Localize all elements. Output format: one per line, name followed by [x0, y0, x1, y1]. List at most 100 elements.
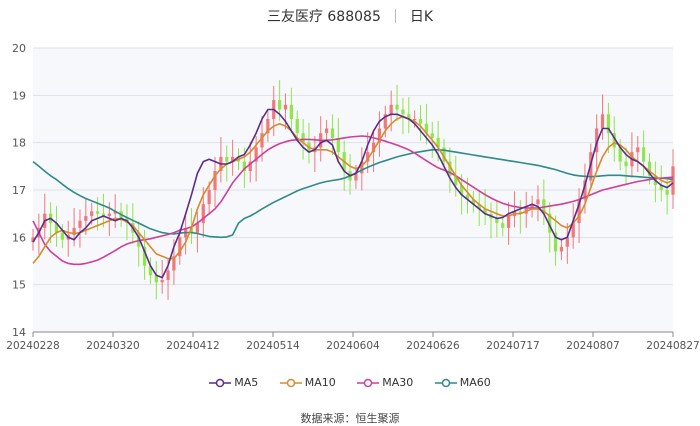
x-axis: 20240228 20240320 20240412 20240514 20240604…	[6, 331, 700, 352]
y-tick-label: 15	[12, 279, 26, 292]
candle-body	[559, 246, 564, 252]
candle-body	[266, 119, 270, 134]
candle-body	[565, 237, 569, 247]
candle-body	[148, 265, 153, 276]
legend-ma5-marker	[209, 378, 232, 388]
legend-ma60-marker	[434, 378, 457, 388]
chart-title: 三友医疗 688085 日K	[0, 6, 700, 26]
legend-ma10-marker	[279, 378, 302, 388]
candle-body	[324, 128, 329, 134]
candle-body	[283, 104, 288, 110]
candle-body	[231, 156, 235, 162]
x-tick-label: 20240807	[566, 340, 619, 352]
candle-body	[354, 173, 358, 181]
candle-body	[536, 199, 540, 205]
candle-body	[371, 142, 376, 153]
candle-body	[424, 123, 429, 134]
candle-body	[448, 161, 452, 176]
candle-body	[383, 114, 387, 129]
legend-item-ma5[interactable]: MA5	[209, 376, 258, 389]
candle-body	[254, 147, 258, 162]
candle-body	[442, 147, 446, 162]
candle-body	[60, 232, 64, 240]
candle-body	[548, 213, 552, 233]
candle-body	[506, 216, 511, 228]
legend-ma60-label: MA60	[459, 376, 491, 389]
candle-body	[242, 161, 246, 172]
candle-body	[659, 185, 663, 190]
candle-body	[571, 223, 575, 238]
candle-body	[647, 161, 652, 176]
candle-body	[201, 204, 205, 224]
candle-body	[54, 223, 59, 233]
candle-body	[665, 190, 669, 195]
candle-body	[595, 128, 599, 153]
legend-ma30-label: MA30	[382, 376, 414, 389]
candle-body	[401, 109, 405, 115]
candle-body	[172, 256, 176, 271]
legend-ma5-label: MA5	[234, 376, 259, 389]
legend: MA5 MA10 MA30 MA60	[0, 376, 700, 389]
candle-body	[389, 104, 393, 115]
candle-body	[107, 213, 111, 217]
candle-body	[360, 161, 364, 174]
candle-body	[160, 279, 164, 283]
candle-body	[78, 220, 82, 228]
candle-body	[395, 104, 399, 110]
candle-body	[225, 156, 229, 162]
moving-average-lines	[32, 108, 674, 279]
candle-body	[501, 223, 505, 228]
candle-body	[583, 180, 587, 200]
candle-body	[330, 128, 335, 138]
candle-body	[553, 232, 558, 252]
candle-body	[295, 119, 299, 134]
candle-body	[213, 171, 217, 190]
candle-body	[277, 100, 282, 110]
candle-body	[471, 199, 475, 205]
candle-body	[407, 114, 411, 119]
y-tick-label: 18	[12, 137, 26, 150]
candle-body	[483, 208, 487, 214]
candle-body	[430, 133, 434, 138]
candle-body	[612, 133, 616, 148]
source-label: 数据来源：	[300, 412, 356, 425]
candle-body	[606, 114, 611, 134]
candle-body	[95, 211, 100, 214]
y-tick-label: 14	[12, 326, 26, 339]
candle-body	[101, 213, 106, 217]
candle-body	[90, 211, 94, 217]
y-tick-label: 16	[12, 231, 26, 244]
candle-body	[636, 147, 640, 153]
candle-body	[137, 232, 141, 247]
candle-body	[142, 246, 147, 266]
candle-body	[31, 237, 35, 243]
candle-body	[454, 175, 458, 186]
legend-ma10-label: MA10	[304, 376, 336, 389]
stock-name-code: 三友医疗 688085	[266, 9, 381, 25]
candle-body	[301, 133, 305, 143]
x-tick-label: 20240604	[326, 340, 380, 352]
legend-item-ma60[interactable]: MA60	[434, 376, 491, 389]
legend-item-ma10[interactable]: MA10	[279, 376, 336, 389]
candle-body	[377, 128, 382, 143]
candle-body	[460, 185, 464, 195]
candle-body	[166, 270, 170, 280]
candle-body	[248, 161, 252, 172]
data-source: 数据来源：恒生聚源	[0, 410, 700, 426]
ma5-line	[32, 108, 674, 279]
candle-body	[600, 114, 605, 129]
candle-body	[413, 119, 417, 120]
candle-body	[189, 227, 194, 233]
x-tick-label: 20240827	[646, 340, 699, 352]
source-provider: 恒生聚源	[355, 412, 400, 425]
legend-item-ma30[interactable]: MA30	[357, 376, 413, 389]
candle-body	[477, 204, 481, 209]
x-tick-label: 20240514	[246, 340, 300, 352]
y-tick-label: 20	[12, 42, 26, 55]
x-tick-label: 20240412	[166, 340, 219, 352]
candle-body	[495, 218, 499, 224]
x-tick-label: 20240320	[86, 340, 139, 352]
candle-body	[577, 199, 581, 224]
y-tick-label: 19	[12, 89, 26, 102]
